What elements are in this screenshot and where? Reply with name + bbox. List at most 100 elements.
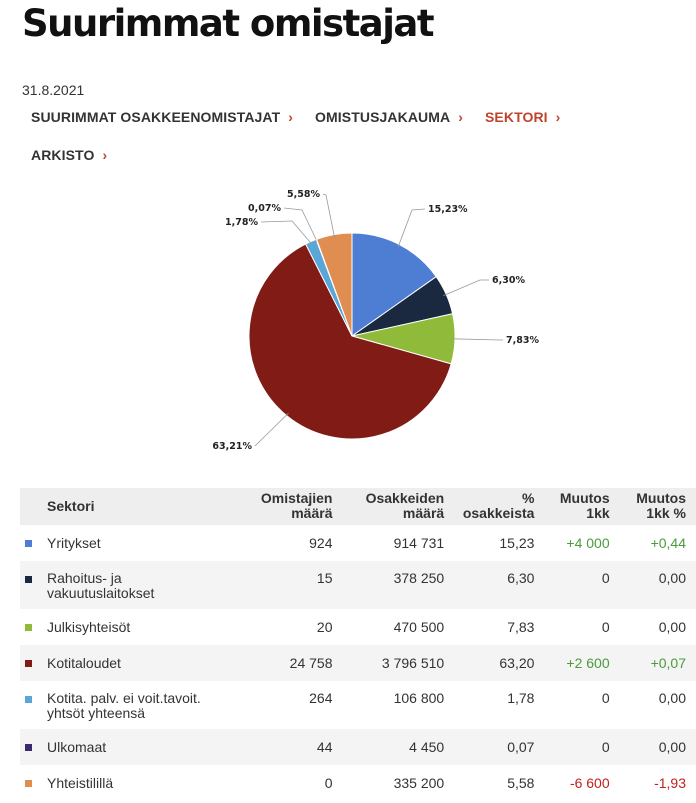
leader-line — [322, 193, 335, 238]
page-title: Suurimmat omistajat — [22, 2, 435, 45]
cell-change-percent: 0,00 — [619, 729, 696, 765]
header-line: osakkeista — [462, 505, 535, 521]
cell-percent: 0,07 — [454, 729, 545, 765]
header-line: 1kk % — [646, 505, 686, 521]
cell-holders: 24 758 — [252, 645, 343, 681]
table-row: Kotitaloudet 24 758 3 796 510 63,20 +2 600 +0… — [20, 645, 696, 681]
data-label: 1,78% — [225, 217, 258, 228]
leader-line — [451, 338, 503, 341]
table-row: Yritykset 924 914 731 15,23 +4 000 +0,44 — [20, 525, 696, 561]
cell-holders: 264 — [309, 690, 333, 706]
header-line: määrä — [402, 505, 445, 521]
leader-line — [254, 412, 289, 447]
header-holders[interactable]: Omistajien määrä — [252, 488, 343, 525]
cell-holders: 15 — [252, 561, 343, 609]
cell-shares: 106 800 — [393, 690, 445, 706]
data-label: 5,58% — [287, 189, 320, 200]
cell-sector: Ulkomaat — [20, 729, 253, 765]
cell-sector: Rahoitus- ja vakuutuslaitokset — [20, 561, 253, 609]
cell-holders: 924 — [309, 534, 333, 551]
cell-sector: Yhteistilillä — [20, 765, 252, 801]
header-line: Osakkeiden — [365, 490, 445, 506]
data-label: 0,07% — [248, 203, 281, 214]
tab-largest-shareholders[interactable]: SUURIMMAT OSAKKEENOMISTAJAT › — [31, 109, 293, 125]
header-line: 1kk — [586, 505, 610, 521]
header-line: % — [521, 490, 535, 506]
header-change-percent[interactable]: Muutos 1kk % — [619, 488, 696, 525]
sector-name: vakuutuslaitokset — [47, 585, 155, 601]
data-label: 7,83% — [506, 335, 539, 346]
cell-sector: Julkisyhteisöt — [20, 609, 252, 645]
cell-sector: Kotitaloudet — [20, 645, 253, 681]
cell-change-percent: 0,00 — [658, 618, 686, 635]
header-shares[interactable]: Osakkeiden määrä — [342, 488, 455, 525]
cell-change: +4 000 — [566, 534, 610, 551]
leader-line — [443, 279, 489, 296]
cell-percent: 63,20 — [454, 645, 545, 681]
cell-shares: 470 500 — [393, 618, 445, 635]
data-label: 63,21% — [212, 441, 252, 452]
cell-holders: 44 — [252, 729, 343, 765]
data-label: 15,23% — [428, 204, 468, 215]
legend-swatch — [25, 696, 32, 703]
legend-swatch — [25, 540, 32, 547]
table-row: Kotita. palv. ei voit.tavoit. yhtsöt yhte… — [20, 681, 696, 729]
tab-archive[interactable]: ARKISTO › — [31, 147, 107, 163]
chevron-right-icon: › — [288, 109, 294, 125]
cell-shares: 914 731 — [393, 534, 445, 551]
table-header-row: Sektori Omistajien määrä Osakkeiden määrä … — [20, 488, 696, 525]
table-row: Yhteistilillä 0 335 200 5,58 -6 600 -1,93 — [20, 765, 696, 801]
sector-name: Julkisyhteisöt — [47, 618, 131, 635]
cell-change-percent: +0,07 — [619, 645, 696, 681]
sector-name: Kotita. palv. ei voit.tavoit. — [47, 690, 201, 706]
cell-change: 0 — [601, 690, 610, 706]
tab-label: ARKISTO — [31, 147, 95, 163]
sector-name: Kotitaloudet — [47, 654, 121, 671]
cell-percent: 1,78 — [507, 690, 535, 706]
table-row: Ulkomaat 44 4 450 0,07 0 0,00 — [20, 729, 696, 765]
tab-nav-row-2: ARKISTO › — [31, 147, 129, 163]
cell-shares: 3 796 510 — [342, 645, 455, 681]
cell-change-percent: -1,93 — [654, 774, 686, 791]
header-change[interactable]: Muutos 1kk — [544, 488, 620, 525]
header-line: määrä — [291, 505, 333, 521]
cell-shares: 335 200 — [393, 774, 445, 791]
tab-label: SUURIMMAT OSAKKEENOMISTAJAT — [31, 109, 281, 125]
cell-change-percent: 0,00 — [619, 561, 696, 609]
header-percent[interactable]: % osakkeista — [454, 488, 545, 525]
cell-shares: 4 450 — [342, 729, 455, 765]
cell-change-percent: 0,00 — [658, 690, 686, 706]
sector-pie-chart: 15,23% 6,30% 7,83% 63,21% 1,78% 0,07% 5,58% — [212, 189, 539, 452]
cell-change: 0 — [544, 729, 620, 765]
cell-percent: 7,83 — [507, 618, 535, 635]
tab-sector[interactable]: SEKTORI › — [485, 109, 560, 125]
sector-name: Yritykset — [47, 534, 101, 551]
leader-line — [260, 220, 313, 245]
header-line: Omistajien — [260, 490, 333, 506]
tab-label: SEKTORI — [484, 109, 548, 125]
legend-swatch — [25, 744, 32, 751]
sector-table: Sektori Omistajien määrä Osakkeiden määrä … — [20, 488, 696, 801]
leader-line — [283, 207, 318, 243]
data-label: 6,30% — [492, 275, 525, 286]
cell-sector: Kotita. palv. ei voit.tavoit. yhtsöt yhte… — [20, 681, 252, 729]
table-row: Rahoitus- ja vakuutuslaitokset 15 378 250 6,… — [20, 561, 696, 609]
sector-name: yhtsöt yhteensä — [47, 705, 146, 721]
sector-name: Yhteistilillä — [47, 774, 114, 791]
cell-holders: 0 — [324, 774, 333, 791]
cell-change: 0 — [544, 561, 620, 609]
cell-percent: 6,30 — [454, 561, 545, 609]
report-date: 31.8.2021 — [22, 82, 85, 98]
cell-holders: 20 — [316, 618, 333, 635]
tab-ownership-distribution[interactable]: OMISTUSJAKAUMA › — [315, 109, 463, 125]
tab-nav: SUURIMMAT OSAKKEENOMISTAJAT › OMISTUSJAK… — [31, 109, 582, 125]
cell-change: 0 — [601, 618, 610, 635]
header-line: Muutos — [636, 490, 686, 506]
header-sector[interactable]: Sektori — [20, 488, 253, 525]
table-row: Julkisyhteisöt 20 470 500 7,83 0 0,00 — [20, 609, 696, 645]
sector-name: Rahoitus- ja — [47, 570, 122, 586]
cell-sector: Yritykset — [20, 525, 252, 561]
legend-swatch — [25, 576, 32, 583]
header-line: Muutos — [559, 490, 610, 506]
sector-name: Ulkomaat — [47, 738, 107, 755]
